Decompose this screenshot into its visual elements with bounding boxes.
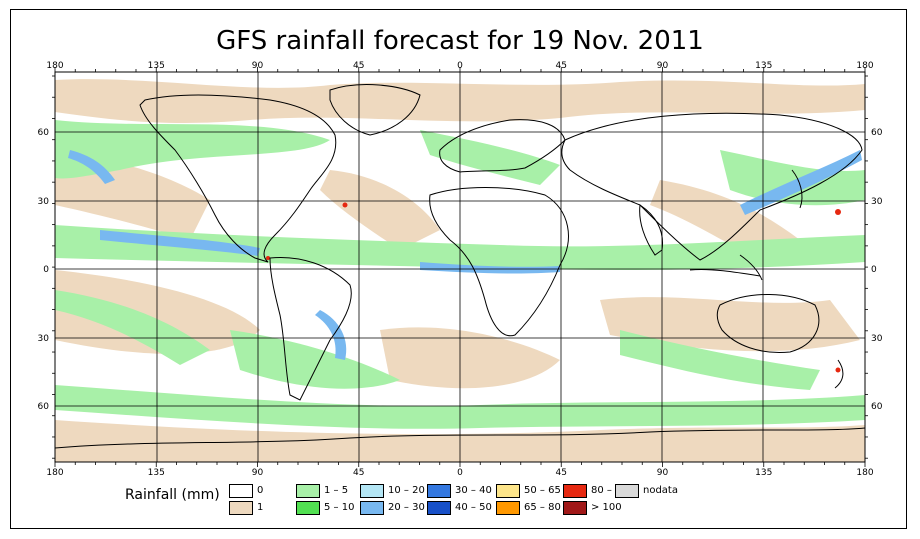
lat-label-right: 30 — [871, 334, 883, 344]
legend-label: nodata — [643, 485, 678, 496]
legend-swatch — [360, 501, 384, 515]
axis-labels: 180 180 135 135 90 90 45 45 0 0 45 45 90 90 135 135 180 1… — [38, 61, 883, 478]
legend-swatch — [427, 484, 451, 498]
legend-label: 40 – 50 — [455, 502, 492, 513]
lon-label-bottom: 0 — [457, 468, 463, 478]
lon-label-top: 180 — [46, 61, 63, 71]
legend-swatch — [296, 484, 320, 498]
lon-label-top: 135 — [755, 61, 772, 71]
lon-label-bottom: 45 — [353, 468, 364, 478]
legend-label: 80 – 100 — [591, 485, 635, 496]
lat-label-right: 0 — [871, 265, 877, 275]
lat-label-left: 0 — [43, 265, 49, 275]
legend-label: 30 – 40 — [455, 485, 492, 496]
lon-label-bottom: 45 — [556, 468, 567, 478]
map-field — [55, 72, 865, 462]
lon-label-top: 0 — [457, 61, 463, 71]
legend-label: 20 – 30 — [388, 502, 425, 513]
lat-label-right: 60 — [871, 128, 883, 138]
coastlines — [55, 84, 865, 449]
lon-label-top: 180 — [856, 61, 873, 71]
lat-label-left: 60 — [38, 128, 50, 138]
map-title: GFS rainfall forecast for 19 Nov. 2011 — [216, 26, 704, 56]
legend-label: 1 — [257, 502, 264, 513]
legend-swatch — [229, 484, 253, 498]
graticule — [55, 72, 865, 462]
lon-label-top: 135 — [148, 61, 165, 71]
lon-label-bottom: 90 — [252, 468, 264, 478]
lat-label-left: 60 — [38, 402, 50, 412]
legend-label: 1 – 5 — [324, 485, 349, 496]
legend-label: 5 – 10 — [324, 502, 355, 513]
legend-swatch — [229, 501, 253, 515]
lon-label-bottom: 90 — [657, 468, 669, 478]
legend-label: 65 – 80 — [524, 502, 561, 513]
heavy-rain-areas — [68, 150, 862, 360]
lon-label-top: 90 — [657, 61, 669, 71]
legend-swatch — [496, 484, 520, 498]
lat-label-left: 30 — [38, 334, 50, 344]
legend-swatch — [496, 501, 520, 515]
lon-label-top: 90 — [252, 61, 264, 71]
legend-label: 50 – 65 — [524, 485, 561, 496]
extreme-rain-spots — [266, 202, 841, 373]
legend-swatch — [360, 484, 384, 498]
legend-title: Rainfall (mm) — [125, 487, 220, 503]
legend-swatch — [563, 501, 587, 515]
map-ticks — [52, 67, 868, 467]
lon-label-bottom: 135 — [148, 468, 165, 478]
lon-label-bottom: 180 — [856, 468, 873, 478]
lon-label-bottom: 180 — [46, 468, 63, 478]
lat-label-left: 30 — [38, 197, 50, 207]
figure-frame — [10, 9, 907, 529]
legend-label: 0 — [257, 485, 264, 496]
legend-swatch — [296, 501, 320, 515]
legend-swatch — [427, 501, 451, 515]
lat-label-right: 30 — [871, 197, 883, 207]
lat-label-right: 60 — [871, 402, 883, 412]
lon-label-top: 45 — [353, 61, 364, 71]
lon-label-bottom: 135 — [755, 468, 772, 478]
lon-label-top: 45 — [556, 61, 567, 71]
legend-swatch — [563, 484, 587, 498]
legend-label: > 100 — [591, 502, 622, 513]
legend-swatch — [615, 484, 639, 498]
legend-label: 10 – 20 — [388, 485, 425, 496]
